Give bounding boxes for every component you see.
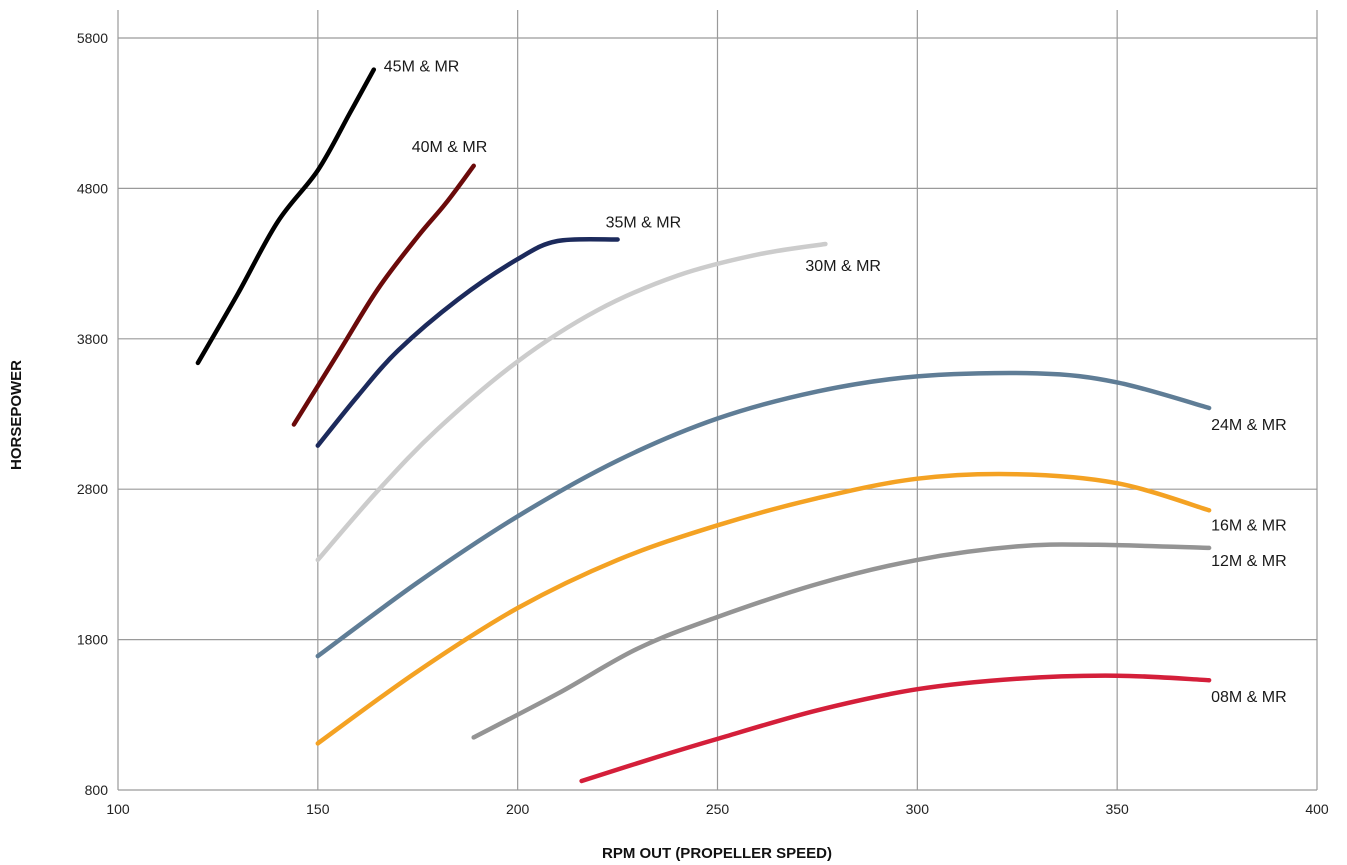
series-label-45m-mr: 45M & MR bbox=[384, 59, 460, 76]
y-axis-title: HORSEPOWER bbox=[8, 360, 25, 470]
grid-lines bbox=[117, 10, 1318, 791]
y-tick-label: 1800 bbox=[77, 632, 108, 648]
series-line-45m-mr bbox=[195, 67, 377, 366]
x-tick-label: 250 bbox=[706, 801, 730, 817]
series-line-12m-mr bbox=[471, 542, 1212, 740]
series-label-35m-mr: 35M & MR bbox=[606, 215, 682, 232]
series-line-24m-mr bbox=[315, 370, 1212, 659]
y-axis-ticks: 800 1800 2800 3800 4800 5800 bbox=[77, 30, 108, 798]
y-tick-label: 4800 bbox=[77, 180, 108, 196]
x-tick-label: 100 bbox=[106, 801, 130, 817]
x-tick-label: 200 bbox=[506, 801, 530, 817]
x-tick-label: 300 bbox=[906, 801, 930, 817]
y-tick-label: 2800 bbox=[77, 481, 108, 497]
x-tick-label: 400 bbox=[1305, 801, 1329, 817]
series-labels: 45M & MR 40M & MR 35M & MR 30M & MR 24M & MR… bbox=[384, 59, 1287, 707]
x-axis-title: RPM OUT (PROPELLER SPEED) bbox=[602, 845, 832, 862]
y-tick-label: 3800 bbox=[77, 331, 108, 347]
series-line-16m-mr bbox=[315, 471, 1212, 746]
x-tick-label: 150 bbox=[306, 801, 330, 817]
y-tick-label: 800 bbox=[85, 782, 109, 798]
series-line-40m-mr bbox=[291, 163, 476, 427]
series-label-12m-mr: 12M & MR bbox=[1211, 553, 1287, 570]
series-label-30m-mr: 30M & MR bbox=[805, 258, 881, 275]
series-label-24m-mr: 24M & MR bbox=[1211, 417, 1287, 434]
series-line-30m-mr bbox=[315, 241, 828, 563]
y-tick-label: 5800 bbox=[77, 30, 108, 46]
series-label-40m-mr: 40M & MR bbox=[412, 139, 488, 156]
x-axis-ticks: 100 150 200 250 300 350 400 bbox=[106, 801, 1329, 817]
series-label-08m-mr: 08M & MR bbox=[1211, 689, 1287, 706]
series-line-35m-mr bbox=[315, 236, 620, 448]
series-line-08m-mr bbox=[579, 673, 1212, 784]
series-label-16m-mr: 16M & MR bbox=[1211, 517, 1287, 534]
x-tick-label: 350 bbox=[1105, 801, 1129, 817]
series-curves bbox=[195, 67, 1212, 784]
